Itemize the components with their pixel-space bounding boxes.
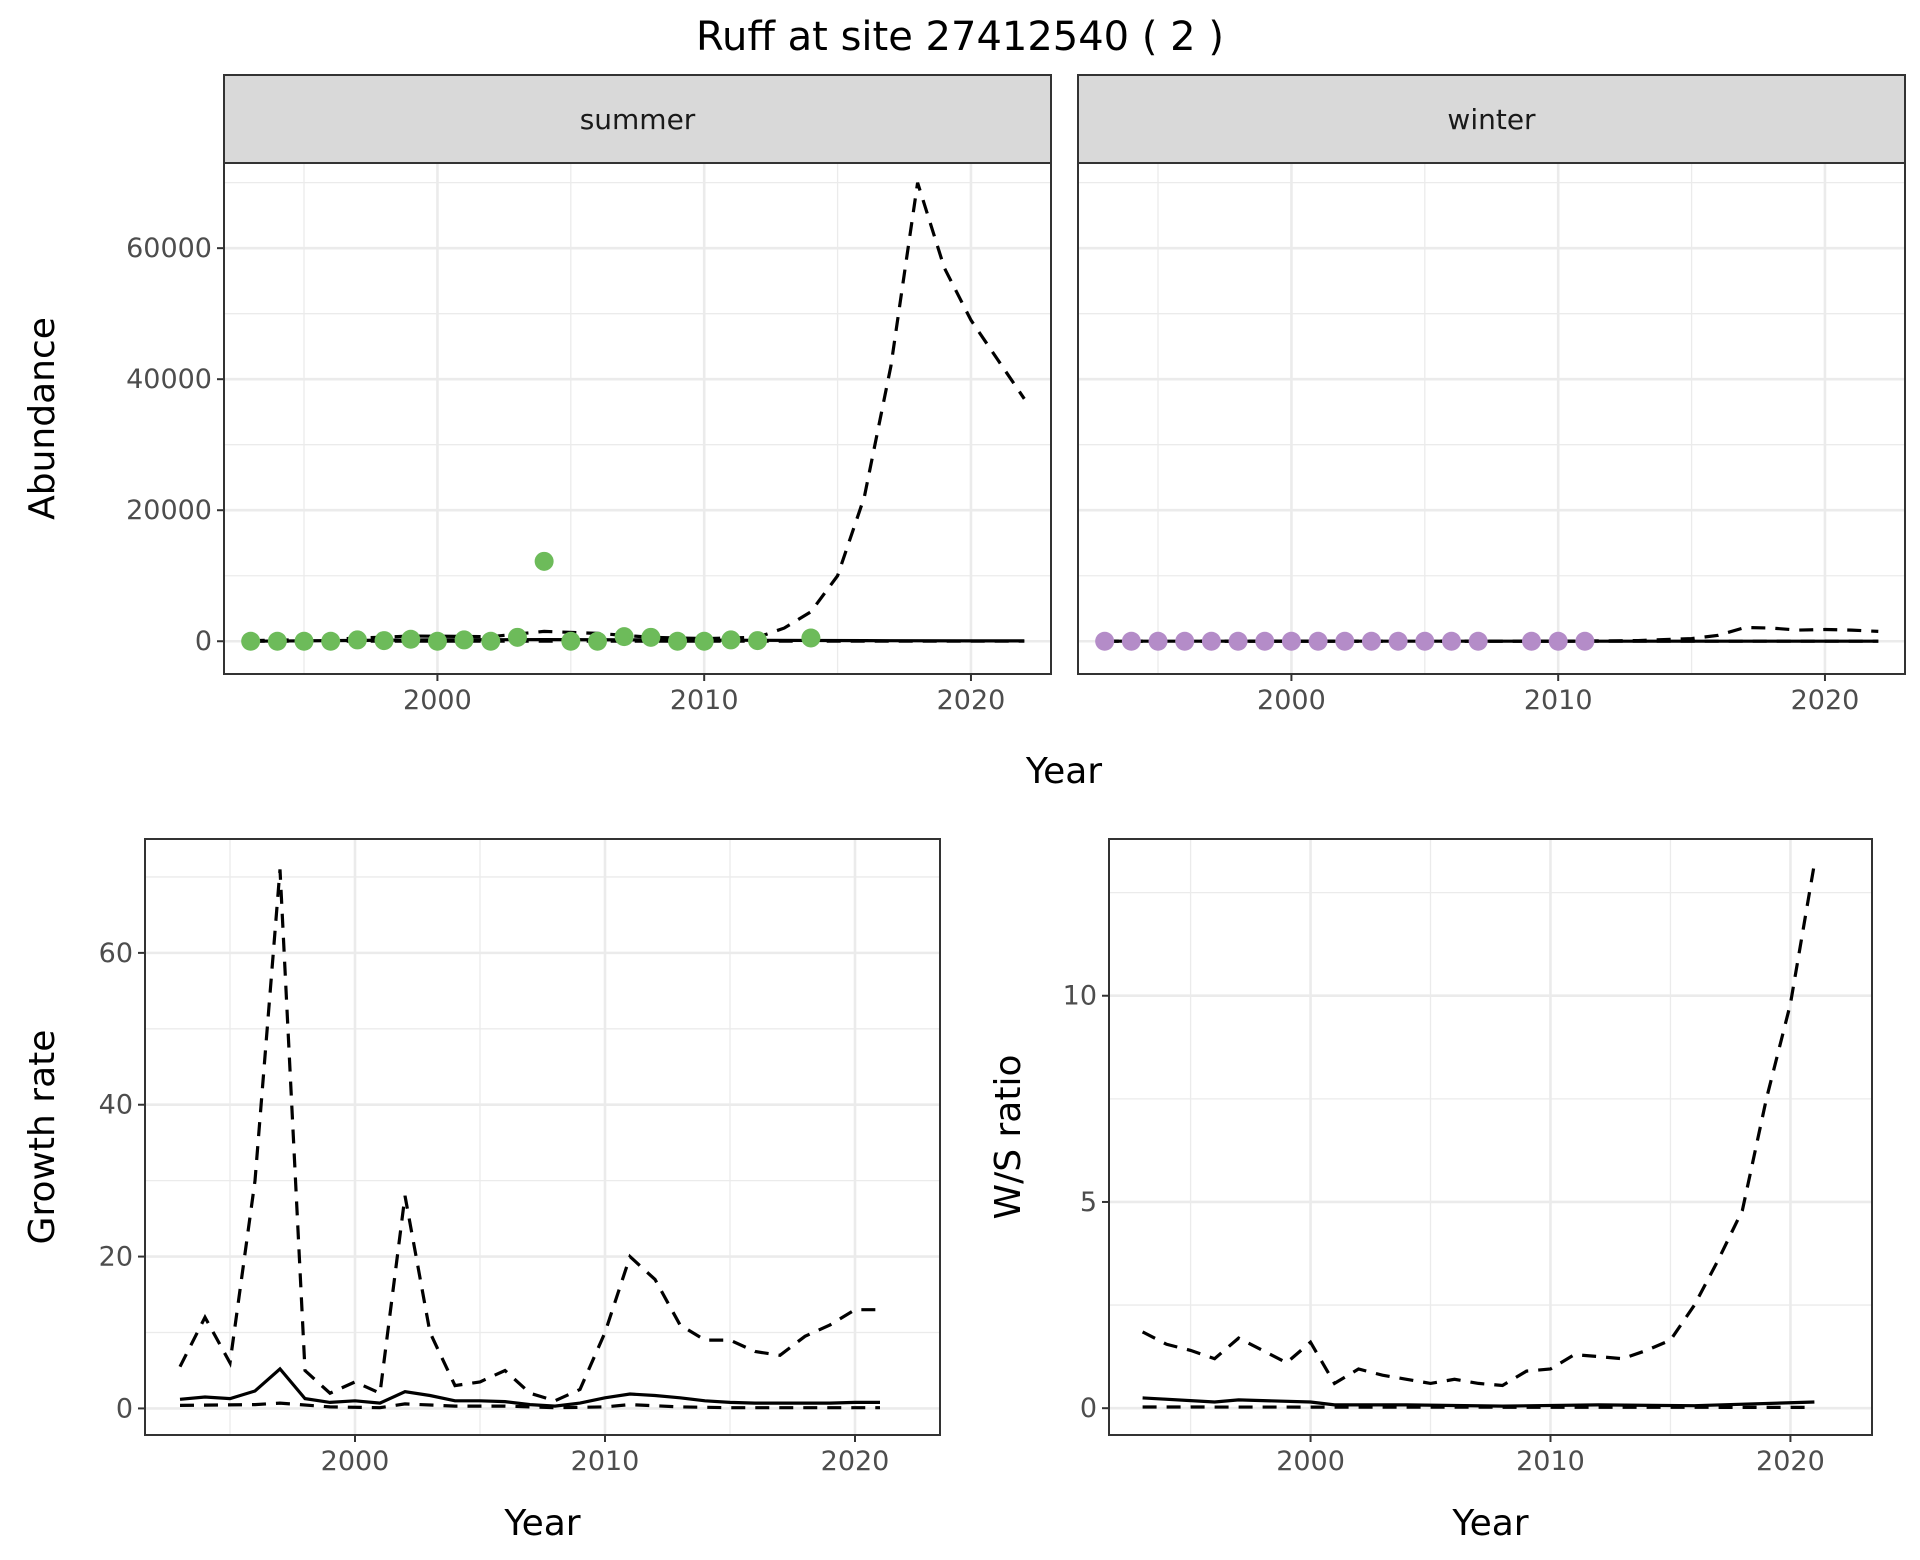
data-point (1441, 631, 1461, 651)
data-point (561, 631, 581, 651)
data-point (481, 631, 501, 651)
data-point (641, 627, 661, 647)
facet-strip (1077, 74, 1906, 164)
data-point (1415, 631, 1435, 651)
y-tick-label: 20000 (126, 495, 212, 526)
facet-strip-label: winter (1447, 103, 1536, 136)
x-axis-title: Year (1025, 751, 1102, 792)
x-tick-label: 2000 (1276, 1446, 1345, 1477)
data-point (1522, 631, 1542, 651)
data-point (347, 630, 367, 650)
x-tick-label: 2010 (670, 685, 739, 716)
series-line-lower (179, 1401, 880, 1410)
data-point (401, 629, 421, 649)
data-point (1255, 631, 1275, 651)
figure-title: Ruff at site 27412540 ( 2 ) (696, 14, 1224, 60)
data-point (1121, 631, 1141, 651)
growth-rate-panel: 2000 2010 2020 0 20 40 60 Year Growth rate (22, 838, 941, 1544)
x-tick-label: 2020 (1756, 1446, 1825, 1477)
data-point (721, 630, 741, 650)
data-point (1148, 631, 1168, 651)
x-tick-label: 2010 (1516, 1446, 1585, 1477)
panel-border (144, 838, 941, 1436)
x-axis-title: Year (503, 1503, 580, 1544)
data-point (801, 628, 821, 648)
x-tick-label: 2010 (1524, 685, 1593, 716)
data-point (1548, 631, 1568, 651)
data-point (267, 631, 287, 651)
y-tick-label: 0 (1080, 1393, 1097, 1424)
data-point (294, 631, 314, 651)
y-tick-label: 20 (99, 1242, 133, 1273)
data-point (321, 631, 341, 651)
facet-strip (223, 74, 1052, 164)
data-point (1175, 631, 1195, 651)
ws-ratio-panel: 2000 2010 2020 0 5 10 Year W/S ratio (988, 838, 1873, 1544)
plot-background (145, 839, 940, 1435)
y-tick-label: 5 (1080, 1187, 1097, 1218)
series-line-upper (1141, 863, 1816, 1388)
data-point (614, 627, 634, 647)
data-point (1281, 631, 1301, 651)
plot-background (224, 163, 1051, 674)
x-tick-label: 2000 (321, 1446, 390, 1477)
y-tick-label: 60000 (126, 233, 212, 264)
x-axis-title: Year (1451, 1503, 1528, 1544)
y-tick-label: 60 (99, 938, 133, 969)
series-line-estimate (1142, 1396, 1815, 1408)
y-axis-title: Abundance (22, 317, 63, 520)
data-point (1361, 631, 1381, 651)
y-tick-label: 0 (116, 1393, 133, 1424)
y-tick-label: 0 (195, 626, 212, 657)
data-point (427, 631, 447, 651)
data-point (1308, 631, 1328, 651)
winter-panel: 2000 2010 2020 winter (1077, 74, 1906, 716)
x-tick-label: 2000 (1257, 685, 1326, 716)
data-point (374, 631, 394, 651)
data-point (1575, 631, 1595, 651)
data-point (534, 551, 554, 571)
data-point (1388, 631, 1408, 651)
x-tick-label: 2010 (571, 1446, 640, 1477)
x-tick-label: 2020 (937, 685, 1006, 716)
data-point (668, 631, 688, 651)
data-point (1468, 631, 1488, 651)
y-axis-title: W/S ratio (988, 1054, 1029, 1219)
y-axis-title: Growth rate (22, 1030, 63, 1245)
data-point (1228, 631, 1248, 651)
y-tick-label: 40 (99, 1090, 133, 1121)
data-point (748, 631, 768, 651)
plot-background (1109, 839, 1872, 1435)
data-point (587, 631, 607, 651)
data-point (507, 627, 527, 647)
data-point (454, 630, 474, 650)
x-tick-label: 2000 (403, 685, 472, 716)
data-point (1201, 631, 1221, 651)
summer-panel: 2000 2010 2020 0 20000 40000 60000 summer Abunda… (22, 74, 1052, 716)
data-point (694, 631, 714, 651)
x-tick-label: 2020 (821, 1446, 890, 1477)
series-line-estimate (179, 1366, 880, 1408)
panel-border (1108, 838, 1873, 1436)
data-point (241, 631, 261, 651)
data-point (1335, 631, 1355, 651)
y-tick-label: 10 (1063, 981, 1097, 1012)
facet-strip-label: summer (580, 103, 696, 136)
plot-background (1078, 163, 1905, 674)
data-point (1095, 631, 1115, 651)
y-tick-label: 40000 (126, 364, 212, 395)
x-tick-label: 2020 (1791, 685, 1860, 716)
series-line-upper (178, 869, 880, 1403)
